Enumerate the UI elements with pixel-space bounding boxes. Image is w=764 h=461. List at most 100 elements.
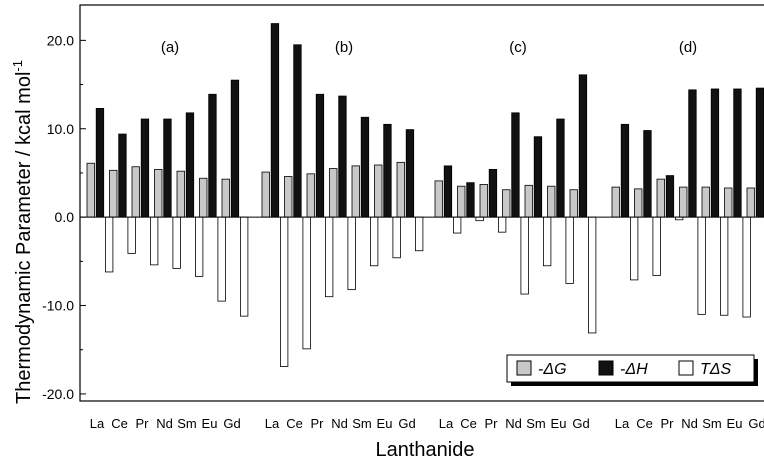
bar-negH-panel4-eu [733,88,742,218]
bar-negG-panel4-nd [679,186,688,218]
labels-layer: La Ce Pr Nd Sm Eu Gd (a) La Ce Pr Nd Sm Eu Gd (b) La Ce Pr… [42,32,764,431]
bar-negG-panel1-la [86,162,95,218]
bar-negG-panel4-eu [724,187,733,218]
category-label-panel3-sm: Sm [526,416,546,431]
panel-label-2: (b) [335,39,353,56]
legend-box [506,354,755,383]
bar-negG-panel2-gd [396,161,405,218]
bar-negH-panel4-pr [665,175,675,218]
category-label-panel1-nd: Nd [156,416,173,431]
bar-negG-panel2-pr [306,173,315,218]
bar-TdS-panel4-sm [720,216,729,316]
bar-TdS-panel1-nd [172,216,181,269]
bar-negG-panel3-gd [569,189,578,218]
legend-swatch-TdS [678,360,694,376]
panel-label-1: (a) [161,39,179,56]
y-axis-title: Thermodynamic Parameter / kcal mol-1 [10,60,35,404]
legend: -ΔG -ΔH TΔS [506,354,758,386]
bar-negH-panel1-gd [230,79,240,218]
bar-negG-panel1-gd [221,178,230,218]
category-label-panel4-pr: Pr [661,416,675,431]
bar-negH-panel2-nd [338,95,347,218]
bar-negH-panel3-pr [488,169,498,218]
bar-negG-panel3-ce [457,185,466,218]
bar-negG-panel4-pr [656,178,665,218]
y-tick-label: -20.0 [42,386,74,402]
bar-TdS-panel4-nd [697,216,706,315]
bar-TdS-panel2-la [279,216,289,367]
bar-negH-panel3-eu [556,118,565,218]
category-label-panel1-la: La [90,416,105,431]
category-label-panel1-sm: Sm [177,416,197,431]
bar-negH-panel2-sm [360,116,370,218]
bar-negG-panel1-nd [154,169,163,218]
bar-negG-panel3-pr [479,184,488,218]
category-label-panel2-gd: Gd [398,416,415,431]
bar-negH-panel1-ce [118,133,127,218]
panel-label-4: (d) [679,39,697,56]
bar-TdS-panel1-eu [217,216,226,302]
bar-negH-panel4-gd [755,87,764,218]
category-label-panel1-eu: Eu [202,416,218,431]
bar-TdS-panel1-la [105,216,114,273]
bar-negH-panel2-gd [405,129,415,218]
bar-negG-panel3-eu [547,185,556,218]
y-tick-label: 20.0 [47,32,74,48]
bar-TdS-panel1-pr [149,216,159,266]
bar-negG-panel2-nd [329,168,338,218]
bar-negH-panel2-pr [315,93,325,218]
bar-TdS-panel4-la [630,216,639,281]
category-label-panel1-pr: Pr [136,416,150,431]
bar-TdS-panel2-eu [392,216,401,259]
bar-negH-panel3-sm [533,136,543,218]
category-label-panel4-sm: Sm [702,416,722,431]
bar-TdS-panel4-ce [652,216,661,276]
bar-negG-panel4-ce [634,188,643,218]
y-tick-label: -10.0 [42,298,74,314]
category-label-panel2-la: La [265,416,280,431]
bar-negH-panel1-la [95,108,105,218]
legend-swatch-negH [598,360,614,376]
category-label-panel3-ce: Ce [460,416,477,431]
category-label-panel3-gd: Gd [572,416,589,431]
bar-TdS-panel3-pr [497,216,507,233]
category-label-panel2-nd: Nd [331,416,348,431]
bar-negG-panel4-sm [701,186,710,218]
bar-negG-panel2-eu [374,164,383,218]
bar-TdS-panel1-gd [239,216,249,317]
bar-negG-panel2-sm [351,165,360,218]
bar-TdS-panel1-ce [127,216,136,254]
y-axis-title-main: Thermodynamic Parameter / kcal mol [13,72,35,404]
bar-negH-panel3-nd [511,112,520,218]
category-label-panel2-eu: Eu [377,416,393,431]
bar-TdS-panel3-sm [543,216,552,267]
bar-negG-panel1-ce [109,169,118,218]
bar-negG-panel2-la [261,171,270,218]
bar-negH-panel3-ce [466,182,475,218]
category-label-panel3-eu: Eu [551,416,567,431]
bar-negG-panel1-pr [131,166,140,218]
bar-negH-panel4-nd [688,89,697,218]
bar-TdS-panel3-eu [565,216,574,284]
legend-swatch-negG [516,360,532,376]
bar-negG-panel4-la [611,186,620,218]
bar-negH-panel4-sm [710,88,720,218]
bar-TdS-panel3-la [452,216,462,234]
bar-TdS-panel3-ce [475,216,484,222]
category-label-panel4-la: La [615,416,630,431]
category-label-panel3-pr: Pr [485,416,499,431]
bar-negH-panel4-la [620,123,630,218]
category-label-panel4-nd: Nd [681,416,698,431]
bar-negH-panel1-nd [163,118,172,218]
bar-negG-panel3-nd [502,189,511,218]
bar-negG-panel1-eu [199,177,208,218]
category-label-panel1-gd: Gd [223,416,240,431]
bar-TdS-panel1-sm [194,216,204,277]
category-label-panel3-nd: Nd [505,416,522,431]
plot-frame [79,4,764,402]
bar-TdS-panel2-ce [302,216,311,350]
y-tick-label: 10.0 [47,121,74,137]
panel-label-3: (c) [509,39,527,56]
